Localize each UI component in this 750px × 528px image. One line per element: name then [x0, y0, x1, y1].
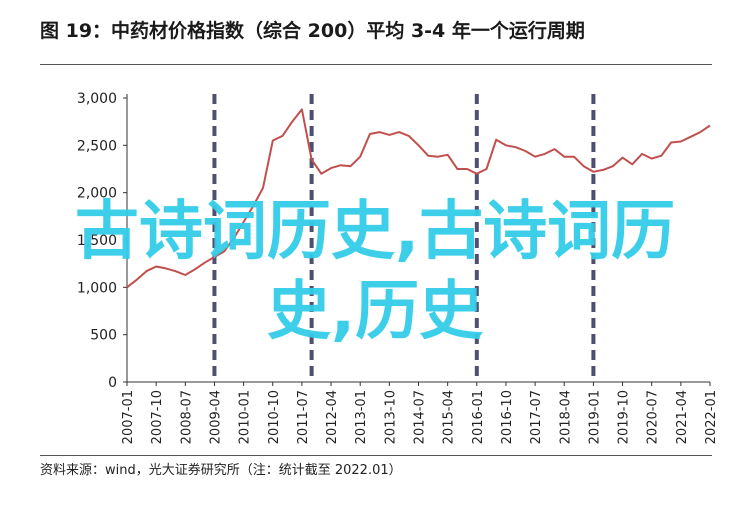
x-tick-label: 2011-07: [296, 390, 311, 444]
y-tick-label: 3,000: [77, 91, 117, 107]
price-index-line: [126, 108, 711, 289]
x-tick-label: 2016-01: [471, 390, 486, 444]
x-tick-label: 2021-04: [675, 390, 690, 444]
y-tick-label: 500: [90, 328, 117, 344]
x-tick-label: 2015-04: [442, 390, 457, 444]
x-tick-label: 2018-04: [558, 390, 573, 444]
x-tick-label: 2012-04: [325, 390, 340, 444]
x-tick-label: 2009-04: [208, 390, 223, 444]
x-tick-label: 2014-07: [413, 390, 428, 444]
x-tick-label: 2013-10: [383, 390, 398, 444]
x-tick-label: 2020-07: [646, 390, 661, 444]
y-tick-label: 1,000: [77, 280, 117, 296]
chart-title: 图 19：中药材价格指数（综合 200）平均 3-4 年一个运行周期: [40, 20, 585, 42]
x-tick-label: 2007-01: [121, 390, 136, 444]
x-tick-label: 2010-01: [238, 390, 253, 444]
x-tick-label: 2017-07: [529, 390, 544, 444]
bottom-divider: [40, 455, 712, 456]
top-divider: [40, 64, 712, 65]
x-tick-label: 2016-10: [500, 390, 515, 444]
y-tick-label: 1,500: [77, 233, 117, 249]
x-tick-label: 2019-10: [617, 390, 632, 444]
y-tick-label: 2,000: [77, 186, 117, 202]
y-tick-label: 0: [108, 375, 117, 391]
x-tick-label: 2019-01: [587, 390, 602, 444]
x-tick-label: 2013-01: [354, 390, 369, 444]
x-tick-label: 2010-10: [267, 390, 282, 444]
source-note: 资料来源：wind，光大证券研究所（注：统计截至 2022.01）: [40, 463, 402, 478]
x-tick-label: 2022-01: [704, 390, 719, 444]
y-tick-label: 2,500: [77, 138, 117, 154]
x-tick-label: 2008-07: [179, 390, 194, 444]
x-tick-label: 2007-10: [150, 390, 165, 444]
